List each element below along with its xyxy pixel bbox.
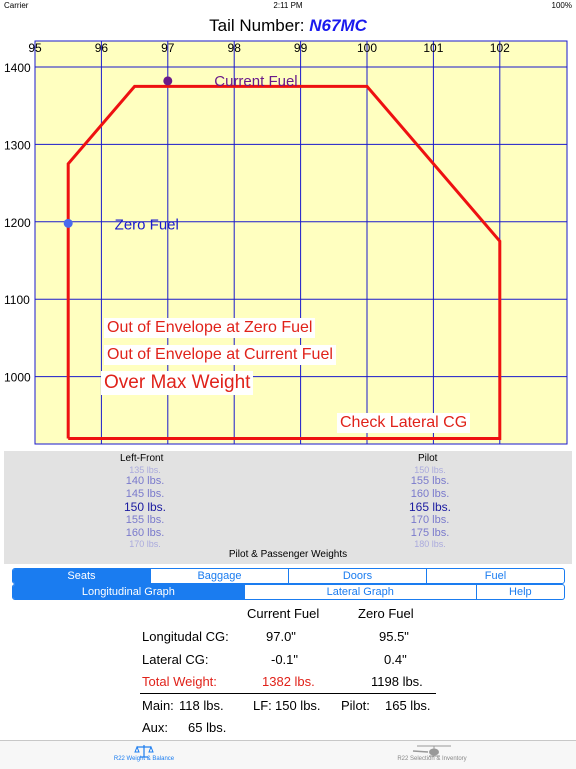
tail-number-label: Tail Number:: [209, 16, 305, 35]
pilot-label: Pilot: [418, 453, 438, 464]
y-tick-label: 1100: [4, 293, 30, 307]
tab-selection-inventory-label: R22 Selection & Inventory: [397, 756, 467, 762]
category-segmented-control[interactable]: Seats Baggage Doors Fuel: [12, 568, 565, 584]
lf-label: LF:: [253, 698, 272, 713]
pilot-weight-value: 165 lbs.: [385, 698, 431, 713]
left-front-label: Left-Front: [120, 453, 164, 464]
table-divider: [140, 693, 436, 694]
cg-envelope-graph: 9596979899100101102140013001200110010009…: [4, 40, 568, 445]
cg-points: [63, 76, 173, 228]
tab-weight-balance[interactable]: R22 Weight & Balance: [0, 741, 288, 764]
longitudinal-cg-label: Longitudal CG:: [142, 629, 229, 644]
cg-envelope-line: [66, 84, 502, 441]
x-tick-label: 99: [294, 41, 308, 55]
over-max-weight-warning: Over Max Weight: [101, 371, 254, 395]
main-label: Main:: [142, 698, 174, 713]
y-tick-label: 1000: [4, 371, 31, 385]
longitudinal-cg-current: 97.0": [266, 629, 296, 644]
seg-doors[interactable]: Doors: [288, 569, 426, 583]
x-tick-label: 96: [95, 41, 109, 55]
total-weight-label: Total Weight:: [142, 674, 217, 689]
picker-item[interactable]: 155 lbs.: [125, 514, 165, 526]
balance-scale-icon: [134, 745, 154, 758]
picker-item[interactable]: 160 lbs.: [125, 527, 165, 539]
carrier-label: Carrier: [4, 1, 29, 10]
zero-fuel-heading: Zero Fuel: [358, 606, 414, 621]
axis-ticks: 9596979899100101102140013001200110010009…: [4, 41, 510, 385]
current-fuel-point: [163, 76, 173, 86]
picker-caption: Pilot & Passenger Weights: [228, 549, 348, 560]
picker-item[interactable]: 170 lbs.: [410, 514, 450, 526]
aux-value: 65 lbs.: [188, 720, 227, 735]
pilot-weight-wheel[interactable]: 150 lbs. 155 lbs. 160 lbs. 165 lbs. 170 lbs.…: [370, 466, 490, 549]
picker-item[interactable]: 150 lbs.: [123, 500, 167, 514]
seg-lateral-graph[interactable]: Lateral Graph: [243, 585, 476, 599]
check-lateral-cg-warning: Check Lateral CG: [337, 413, 471, 433]
warning-zero-fuel: Out of Envelope at Zero Fuel: [104, 318, 316, 338]
lf-value: 150 lbs.: [275, 698, 321, 713]
x-tick-label: 101: [423, 41, 443, 55]
picker-item[interactable]: 180 lbs.: [414, 539, 446, 549]
picker-item[interactable]: 155 lbs.: [410, 475, 450, 487]
graph-segmented-control[interactable]: Longitudinal Graph Lateral Graph Help: [12, 584, 565, 600]
status-bar: Carrier 2:11 PM 100%: [0, 0, 576, 12]
total-weight-zero: 1198 lbs.: [371, 674, 423, 689]
picker-item[interactable]: 140 lbs.: [125, 475, 165, 487]
x-tick-label: 102: [490, 41, 510, 55]
status-time: 2:11 PM: [273, 1, 303, 10]
lateral-cg-zero: 0.4": [384, 652, 407, 667]
current-fuel-heading: Current Fuel: [247, 606, 320, 621]
x-tick-label: 98: [228, 41, 242, 55]
x-tick-label: 95: [28, 41, 42, 55]
battery-label: 100%: [551, 1, 572, 10]
tab-selection-inventory[interactable]: R22 Selection & Inventory: [288, 741, 576, 764]
tab-weight-balance-label: R22 Weight & Balance: [113, 756, 175, 762]
x-tick-label: 97: [161, 41, 175, 55]
x-tick-label: 100: [357, 41, 377, 55]
picker-item[interactable]: 150 lbs.: [414, 465, 446, 475]
left-front-weight-wheel[interactable]: 135 lbs. 140 lbs. 145 lbs. 150 lbs. 155 lbs.…: [85, 466, 205, 549]
weight-picker[interactable]: Left-Front Pilot 135 lbs. 140 lbs. 145 lbs…: [4, 451, 572, 564]
seg-seats[interactable]: Seats: [13, 569, 150, 583]
picker-item[interactable]: 170 lbs.: [129, 539, 161, 549]
y-tick-label: 1400: [4, 61, 31, 75]
tab-bar: R22 Weight & Balance R22 Selection & Inv…: [0, 740, 576, 769]
total-weight-current: 1382 lbs.: [262, 674, 315, 689]
seg-baggage[interactable]: Baggage: [150, 569, 288, 583]
seg-fuel[interactable]: Fuel: [426, 569, 564, 583]
picker-item[interactable]: 145 lbs.: [125, 488, 165, 500]
picker-item[interactable]: 160 lbs.: [410, 488, 450, 500]
helicopter-icon: [412, 745, 451, 757]
picker-item[interactable]: 175 lbs.: [410, 527, 450, 539]
picker-item[interactable]: 165 lbs.: [408, 500, 452, 514]
lateral-cg-label: Lateral CG:: [142, 652, 209, 667]
main-value: 118 lbs.: [179, 698, 224, 713]
seg-help[interactable]: Help: [475, 585, 564, 599]
current-fuel-label: Current Fuel: [214, 73, 297, 90]
longitudinal-cg-zero: 95.5": [379, 629, 409, 644]
aux-label: Aux:: [142, 720, 169, 735]
warning-current-fuel: Out of Envelope at Current Fuel: [104, 345, 336, 365]
lateral-cg-current: -0.1": [271, 652, 299, 667]
seg-longitudinal-graph[interactable]: Longitudinal Graph: [13, 585, 244, 599]
pilot-weight-label: Pilot:: [341, 698, 370, 713]
zero-fuel-label: Zero Fuel: [115, 216, 179, 233]
tail-number-value: N67MC: [309, 16, 367, 35]
y-tick-label: 1200: [4, 216, 31, 230]
picker-item[interactable]: 135 lbs.: [129, 465, 161, 475]
y-tick-label: 1300: [4, 138, 31, 152]
zero-fuel-point: [63, 218, 73, 228]
page-title: Tail Number: N67MC: [0, 16, 576, 36]
